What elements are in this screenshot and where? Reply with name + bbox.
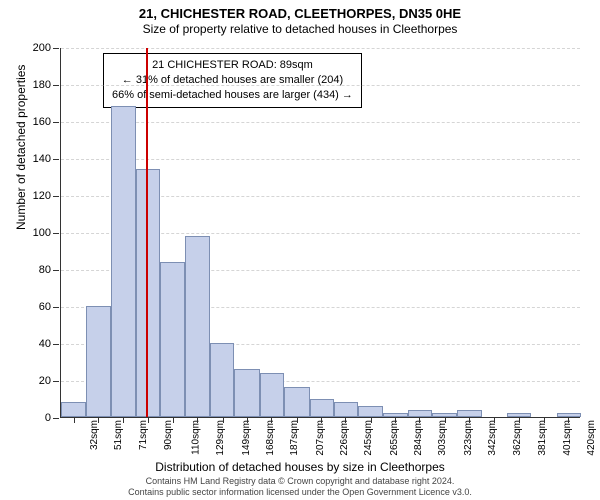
y-tick-label: 180	[33, 79, 61, 91]
x-tick-label: 51sqm	[113, 420, 124, 450]
x-tick	[445, 417, 446, 423]
histogram-bar	[284, 387, 309, 417]
histogram-bar	[210, 343, 234, 417]
x-tick-label: 381sqm	[536, 420, 547, 456]
x-tick	[74, 417, 75, 423]
x-tick	[371, 417, 372, 423]
x-tick	[345, 417, 346, 423]
x-tick	[395, 417, 396, 423]
x-tick-label: 401sqm	[562, 420, 573, 456]
y-tick-label: 80	[39, 264, 61, 276]
y-tick-label: 0	[45, 412, 61, 424]
x-tick-label: 420sqm	[586, 420, 597, 456]
annotation-box: 21 CHICHESTER ROAD: 89sqm ← 31% of detac…	[103, 53, 362, 108]
histogram-bar	[111, 106, 136, 417]
x-tick	[419, 417, 420, 423]
x-tick-label: 168sqm	[265, 420, 276, 456]
x-axis-label: Distribution of detached houses by size …	[0, 460, 600, 474]
footer-line-2: Contains public sector information licen…	[0, 487, 600, 498]
y-tick-label: 60	[39, 301, 61, 313]
chart-title: 21, CHICHESTER ROAD, CLEETHORPES, DN35 0…	[0, 6, 600, 21]
histogram-bar	[234, 369, 259, 417]
x-tick	[98, 417, 99, 423]
footer-attribution: Contains HM Land Registry data © Crown c…	[0, 476, 600, 499]
y-tick-label: 200	[33, 42, 61, 54]
x-tick-label: 149sqm	[241, 420, 252, 456]
y-tick-label: 100	[33, 227, 61, 239]
x-tick-label: 342sqm	[487, 420, 498, 456]
chart-subtitle: Size of property relative to detached ho…	[0, 22, 600, 36]
y-tick-label: 20	[39, 375, 61, 387]
footer-line-1: Contains HM Land Registry data © Crown c…	[0, 476, 600, 487]
x-tick-label: 207sqm	[315, 420, 326, 456]
histogram-bar	[408, 410, 432, 417]
histogram-bar	[185, 236, 210, 417]
x-tick-label: 32sqm	[89, 420, 100, 450]
x-tick	[223, 417, 224, 423]
x-tick-label: 303sqm	[437, 420, 448, 456]
histogram-bar	[86, 306, 110, 417]
histogram-bar	[334, 402, 358, 417]
x-tick	[321, 417, 322, 423]
x-tick-label: 265sqm	[388, 420, 399, 456]
x-tick	[197, 417, 198, 423]
x-tick-label: 129sqm	[215, 420, 226, 456]
x-tick	[568, 417, 569, 423]
x-tick	[469, 417, 470, 423]
x-tick	[123, 417, 124, 423]
histogram-bar	[358, 406, 383, 417]
y-tick-label: 140	[33, 153, 61, 165]
x-tick-label: 90sqm	[163, 420, 174, 450]
x-tick	[494, 417, 495, 423]
x-tick	[271, 417, 272, 423]
x-tick	[297, 417, 298, 423]
histogram-bar	[457, 410, 481, 417]
x-tick-label: 245sqm	[363, 420, 374, 456]
x-tick	[519, 417, 520, 423]
grid-line	[61, 159, 580, 160]
plot-region: 21 CHICHESTER ROAD: 89sqm ← 31% of detac…	[60, 48, 580, 418]
histogram-bar	[160, 262, 184, 417]
chart-area: 21 CHICHESTER ROAD: 89sqm ← 31% of detac…	[60, 48, 580, 418]
y-tick-label: 160	[33, 116, 61, 128]
x-tick	[148, 417, 149, 423]
x-tick-label: 284sqm	[413, 420, 424, 456]
x-tick	[544, 417, 545, 423]
property-marker-line	[146, 48, 148, 417]
histogram-bar	[260, 373, 284, 417]
x-tick-label: 187sqm	[289, 420, 300, 456]
x-tick	[173, 417, 174, 423]
grid-line	[61, 85, 580, 86]
grid-line	[61, 122, 580, 123]
histogram-bar	[61, 402, 86, 417]
x-tick-label: 323sqm	[462, 420, 473, 456]
x-tick-label: 71sqm	[138, 420, 149, 450]
grid-line	[61, 48, 580, 49]
y-tick-label: 40	[39, 338, 61, 350]
x-tick-label: 362sqm	[512, 420, 523, 456]
histogram-bar	[310, 399, 334, 418]
y-tick-label: 120	[33, 190, 61, 202]
chart-titles: 21, CHICHESTER ROAD, CLEETHORPES, DN35 0…	[0, 0, 600, 36]
x-tick-label: 110sqm	[191, 420, 202, 455]
x-tick	[247, 417, 248, 423]
x-tick-label: 226sqm	[339, 420, 350, 456]
y-axis-label: Number of detached properties	[14, 65, 28, 230]
